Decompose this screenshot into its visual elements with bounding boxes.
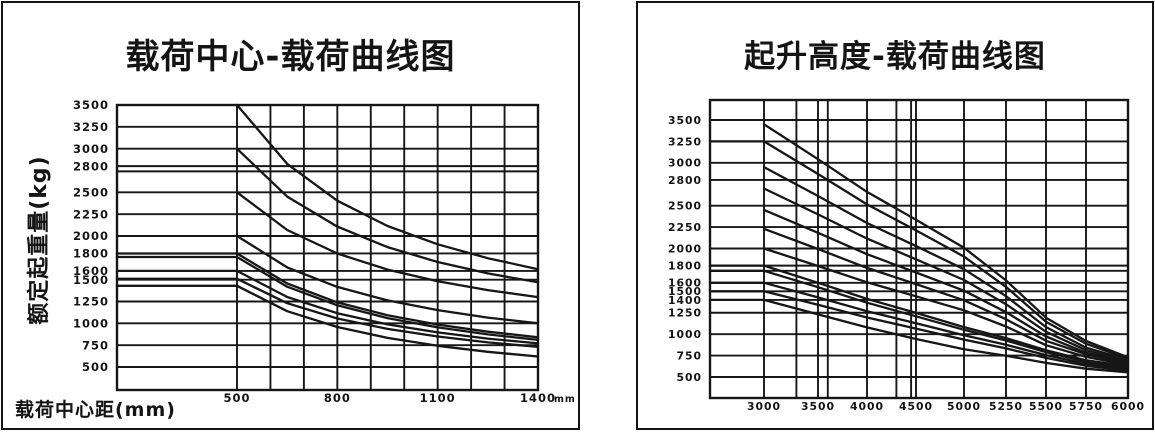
gridlines (117, 104, 539, 390)
lift-height-load-curve-plot: 3500 3250 3000 2800 2500 2250 2000 1800 16001500… (668, 98, 1145, 413)
y-tick-label: 2500 (668, 200, 702, 213)
curve-3500 (235, 103, 540, 271)
curve-3250 (708, 140, 1130, 360)
x-tick-label: 3500 (801, 400, 835, 413)
y-tick-label: 1600 (73, 264, 109, 278)
curve-1800 (708, 264, 1130, 368)
curve-1800 (115, 252, 540, 339)
y-tick-label: 1800 (668, 260, 702, 273)
curve-1500 (708, 290, 1130, 372)
curve-1600 (708, 281, 1130, 371)
curve-2000 (235, 234, 540, 325)
load-center-chart-title: 载荷中心-载荷曲线图 (125, 37, 456, 77)
y-tick-label: 1500 (73, 273, 109, 287)
curve-3450 (762, 123, 1130, 359)
curve-1600 (115, 269, 540, 345)
y-tick-label: 3500 (73, 98, 109, 112)
y-tick-label: 2800 (668, 174, 702, 187)
curve-3000 (235, 147, 540, 284)
curve-2700 (762, 187, 1130, 363)
x-tick-label: 1100 (420, 391, 456, 405)
curve-1760 (115, 255, 540, 342)
x-tick-labels: 500 800 1100 1400 (223, 391, 556, 405)
curve-1740 (708, 269, 1130, 369)
lift-height-chart-panel: 起升高度-载荷曲线图 3500 3250 3000 2800 2500 2250 2000 1… (636, 1, 1154, 430)
x-tick-label: 1400 (520, 391, 556, 405)
y-tick-label: 1600 (668, 277, 702, 290)
y-tick-label: 2800 (73, 159, 109, 173)
y-tick-label: 1400 (668, 294, 702, 307)
y-tick-label: 2000 (73, 229, 109, 243)
x-tick-label: 500 (223, 391, 250, 405)
y-tick-label: 1000 (668, 328, 702, 341)
y-tick-label: 500 (676, 371, 702, 384)
y-tick-label: 2250 (73, 207, 109, 221)
y-tick-label: 1250 (668, 307, 702, 320)
y-tick-label: 1500 (668, 285, 702, 298)
y-tick-label: 2250 (668, 221, 702, 234)
y-tick-label: 2000 (668, 242, 702, 255)
curve-2500 (235, 191, 540, 299)
y-tick-label: 3250 (73, 120, 109, 134)
y-tick-label: 750 (676, 349, 702, 362)
gridlines (710, 100, 1129, 398)
y-tick-label: 2500 (73, 185, 109, 199)
x-tick-label: 5750 (1069, 400, 1103, 413)
load-center-chart-panel: 载荷中心-载荷曲线图 额定起重量(kg) 载荷中心距(mm) 3500 3250 3… (1, 1, 580, 430)
load-curves (115, 103, 540, 358)
y-tick-labels: 3500 3250 3000 2800 2500 2250 2000 1800 16001500… (73, 98, 109, 374)
y-tick-labels: 3500 3250 3000 2800 2500 2250 2000 1800 16001500… (668, 114, 702, 384)
y-tick-label: 3250 (668, 135, 702, 148)
plot-border (115, 103, 540, 392)
y-tick-label: 3000 (668, 157, 702, 170)
curve-2450 (762, 208, 1130, 364)
x-tick-label: 3000 (747, 400, 781, 413)
load-center-distance-axis-label: 载荷中心距(mm) (15, 399, 176, 421)
y-tick-label: 1800 (73, 247, 109, 261)
curve-1510 (115, 277, 540, 349)
y-tick-label: 1000 (73, 316, 109, 330)
curve-2000 (762, 247, 1130, 367)
y-tick-label: 3500 (668, 114, 702, 127)
lift-height-chart-title: 起升高度-载荷曲线图 (744, 39, 1046, 75)
x-axis-unit: mm (554, 394, 576, 405)
x-tick-label: 4500 (899, 400, 933, 413)
y-tick-label: 750 (82, 338, 109, 352)
y-tick-label: 500 (82, 360, 109, 374)
x-tick-label: 5000 (947, 400, 981, 413)
y-tick-label: 3000 (73, 142, 109, 156)
curve-2230 (762, 227, 1130, 365)
x-tick-labels: 3000 3500 4000 4500 5000 5250 5500 5750 6000 (747, 400, 1145, 413)
load-curves (708, 123, 1130, 374)
load-center-load-curve-plot: 3500 3250 3000 2800 2500 2250 2000 1800 16001500… (73, 98, 576, 405)
x-tick-label: 5500 (1029, 400, 1063, 413)
y-tick-label: 1250 (73, 295, 109, 309)
plot-border (708, 98, 1130, 400)
curve-2950 (762, 165, 1130, 362)
x-tick-label: 800 (324, 391, 351, 405)
x-tick-label: 4000 (850, 400, 884, 413)
x-tick-label: 5250 (989, 400, 1023, 413)
curve-1430 (115, 284, 540, 358)
x-tick-label: 6000 (1111, 400, 1145, 413)
curve-1400 (708, 298, 1130, 374)
